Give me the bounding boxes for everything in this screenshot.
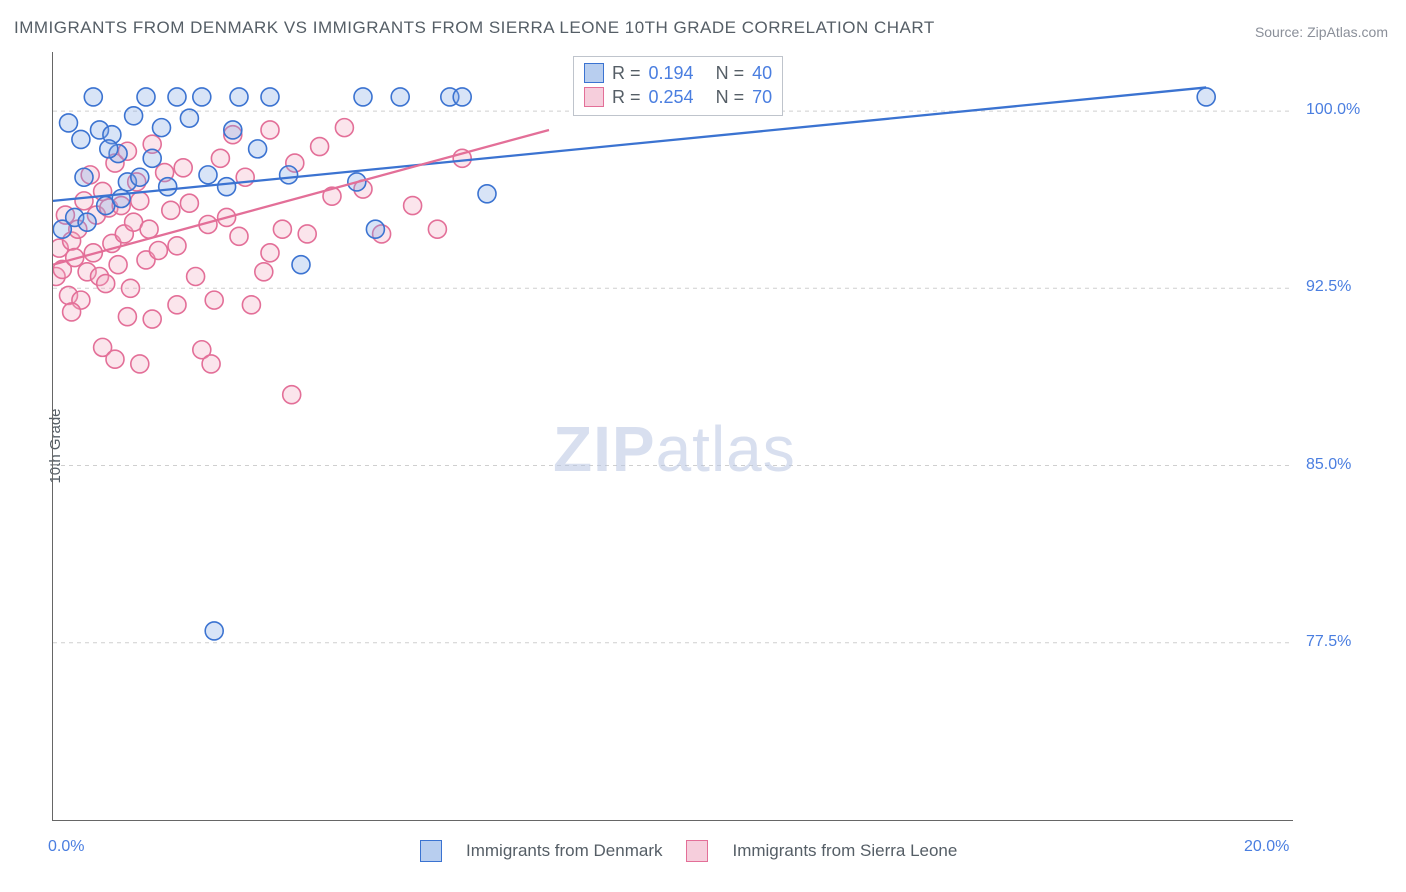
n-value-sierra-leone: 70 (752, 85, 772, 109)
r-value-sierra-leone: 0.254 (649, 85, 694, 109)
stats-row-denmark: R = 0.194 N = 40 (584, 61, 772, 85)
y-tick-label: 100.0% (1306, 101, 1360, 119)
legend-label-sierra-leone: Immigrants from Sierra Leone (732, 841, 957, 861)
n-label: N = (716, 61, 745, 85)
stats-row-sierra-leone: R = 0.254 N = 70 (584, 85, 772, 109)
n-value-denmark: 40 (752, 61, 772, 85)
watermark-light: atlas (656, 413, 796, 485)
y-tick-label: 77.5% (1306, 633, 1351, 651)
x-tick-label: 20.0% (1244, 838, 1289, 856)
watermark: ZIPatlas (553, 412, 796, 486)
y-tick-label: 92.5% (1306, 278, 1351, 296)
swatch-sierra-leone (686, 840, 708, 862)
x-tick-label: 0.0% (48, 838, 84, 856)
source-attribution: Source: ZipAtlas.com (1255, 24, 1388, 40)
y-tick-label: 85.0% (1306, 456, 1351, 474)
watermark-bold: ZIP (553, 413, 656, 485)
stats-legend: R = 0.194 N = 40 R = 0.254 N = 70 (573, 56, 783, 116)
series-legend: Immigrants from Denmark Immigrants from … (420, 840, 957, 862)
n-label: N = (716, 85, 745, 109)
r-label: R = (612, 85, 641, 109)
legend-label-denmark: Immigrants from Denmark (466, 841, 662, 861)
plot-area: ZIPatlas R = 0.194 N = 40 R = 0.254 N = … (52, 52, 1293, 821)
swatch-denmark (420, 840, 442, 862)
swatch-sierra-leone (584, 87, 604, 107)
r-value-denmark: 0.194 (649, 61, 694, 85)
chart-title: IMMIGRANTS FROM DENMARK VS IMMIGRANTS FR… (14, 18, 935, 38)
r-label: R = (612, 61, 641, 85)
swatch-denmark (584, 63, 604, 83)
